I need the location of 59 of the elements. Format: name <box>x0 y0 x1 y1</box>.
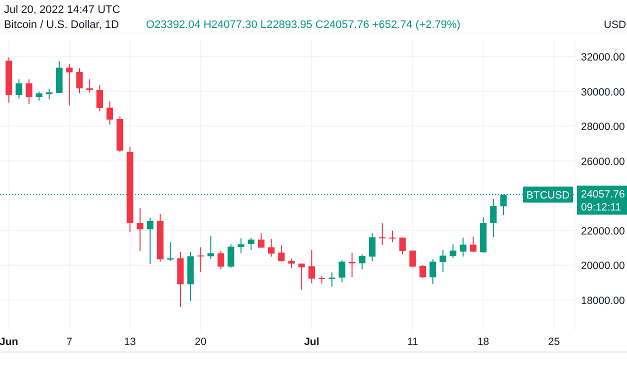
chart-title: Bitcoin / U.S. Dollar, 1D <box>4 19 119 31</box>
candlestick <box>419 264 426 279</box>
y-tick-label: 26000.00 <box>581 156 625 168</box>
candlestick <box>258 232 264 248</box>
x-tick-label: 20 <box>194 336 207 348</box>
x-tick-label: 18 <box>477 336 490 348</box>
candlestick <box>379 222 386 246</box>
candlestick <box>409 250 416 268</box>
candlestick <box>16 78 22 100</box>
x-tick-label: 25 <box>548 336 560 348</box>
candlestick <box>460 237 466 258</box>
candlestick <box>106 100 114 126</box>
candlestick <box>450 244 456 259</box>
candlestick <box>228 244 234 268</box>
candlestick <box>96 84 103 112</box>
candlestick <box>167 242 174 262</box>
candlestick <box>298 262 305 290</box>
candlestick <box>490 198 497 238</box>
y-tick-label: 18000.00 <box>581 294 625 307</box>
text: 24057.76 <box>581 188 625 201</box>
candlestick <box>399 236 406 255</box>
x-tick-label: 7 <box>66 336 72 348</box>
text: Jul 20, 2022 14:47 UTC <box>4 4 120 16</box>
candlestick <box>268 238 275 258</box>
candlestick <box>218 250 224 270</box>
chart-subtitle: O23392.04 H24077.30 L22893.95 C24057.76 +652.74 (+2.79%) <box>146 19 460 31</box>
candlestick <box>358 254 366 270</box>
text: 09:12:11 <box>581 202 622 214</box>
y-tick-label: 22000.00 <box>581 225 625 238</box>
candlestick <box>248 237 254 250</box>
x-tick-label: 13 <box>124 336 136 348</box>
candlestick <box>238 238 244 254</box>
y-tick-label: 28000.00 <box>581 121 625 134</box>
candlestick <box>368 232 376 262</box>
candlestick <box>288 258 295 268</box>
y-tick-label: 20000.00 <box>581 260 625 272</box>
candlestick <box>76 68 83 94</box>
candlestick <box>136 207 144 252</box>
ref-line-label: BTCUSD <box>526 190 570 202</box>
candlestick <box>146 217 154 264</box>
candlestick <box>36 91 42 102</box>
x-tick-label: Jul <box>304 336 320 348</box>
candlestick <box>338 260 346 283</box>
candlestick <box>308 249 315 284</box>
x-tick-label: Jun <box>0 336 18 348</box>
candlestick <box>389 230 396 243</box>
y-tick-label: 32000.00 <box>581 52 625 64</box>
candlestick <box>470 236 476 252</box>
y-axis-title: USD <box>604 19 626 31</box>
candlestick <box>207 235 214 260</box>
candlestick <box>278 244 285 262</box>
candlestick <box>66 63 73 106</box>
candlestick <box>197 246 204 272</box>
candlestick <box>430 258 436 284</box>
candlestick <box>26 78 32 104</box>
y-tick-label: 30000.00 <box>581 86 625 98</box>
x-tick-label: 11 <box>407 336 418 348</box>
candlestick <box>440 249 446 272</box>
candlestick <box>328 272 336 288</box>
